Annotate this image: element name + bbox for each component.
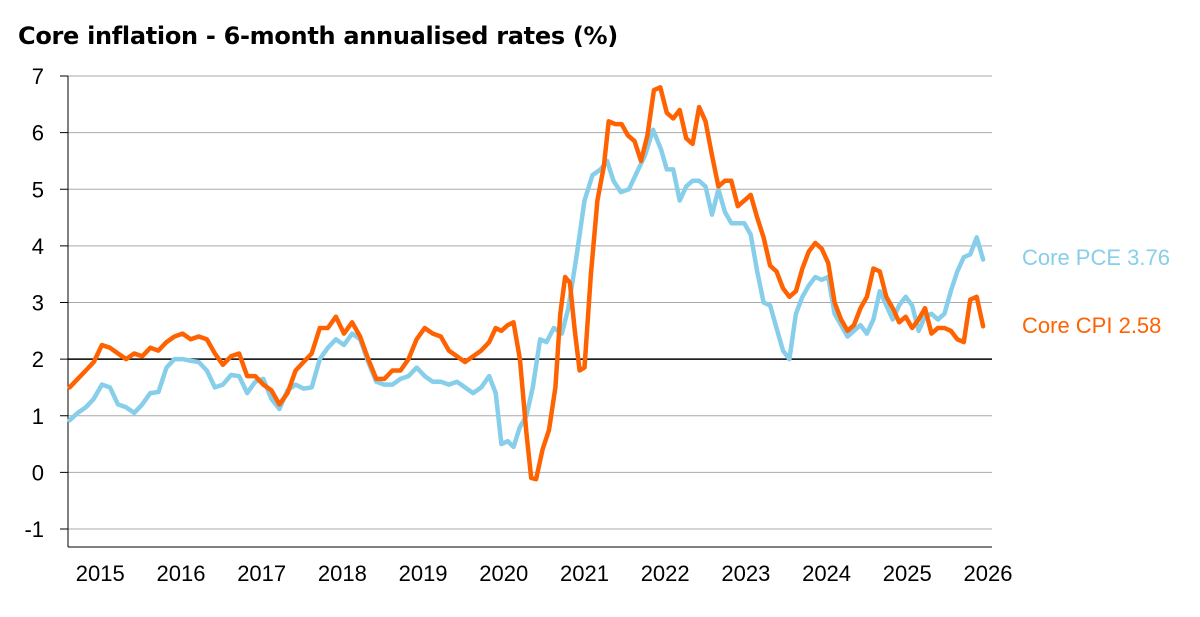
x-tick-label: 2024 [802,561,851,586]
x-tick-label: 2021 [560,561,609,586]
y-tick-label: 4 [32,234,44,259]
legend-label-core-cpi: Core CPI 2.58 [1022,313,1161,338]
x-tick-label: 2016 [157,561,206,586]
x-tick-label: 2023 [721,561,770,586]
series-line-core-cpi [67,85,986,482]
y-tick-label: 7 [32,64,44,89]
x-tick-label: 2026 [963,561,1012,586]
x-tick-label: 2022 [641,561,690,586]
y-tick-label: 6 [32,121,44,146]
chart-title: Core inflation - 6-month annualised rate… [18,22,618,50]
x-tick-label: 2025 [883,561,932,586]
x-tick-label: 2019 [399,561,448,586]
x-tick-label: 2020 [479,561,528,586]
series-line-core-pce [67,127,986,450]
series-lines [67,85,986,482]
x-axis: 2015 2016 2017 2018 2019 2020 2021 2022 2023 2024… [68,546,1012,586]
x-tick-label: 2015 [76,561,125,586]
y-tick-label: -1 [24,517,44,542]
legend: Core PCE 3.76 Core CPI 2.58 [1022,245,1170,338]
x-tick-label: 2017 [237,561,286,586]
legend-label-core-pce: Core PCE 3.76 [1022,245,1170,270]
x-tick-label: 2018 [318,561,367,586]
y-tick-label: 1 [32,404,44,429]
y-tick-label: 5 [32,177,44,202]
y-tick-label: 0 [32,460,44,485]
y-tick-label: 2 [32,347,44,372]
y-tick-label: 3 [32,291,44,316]
y-axis: -1 0 1 2 3 4 5 6 7 [24,64,69,547]
